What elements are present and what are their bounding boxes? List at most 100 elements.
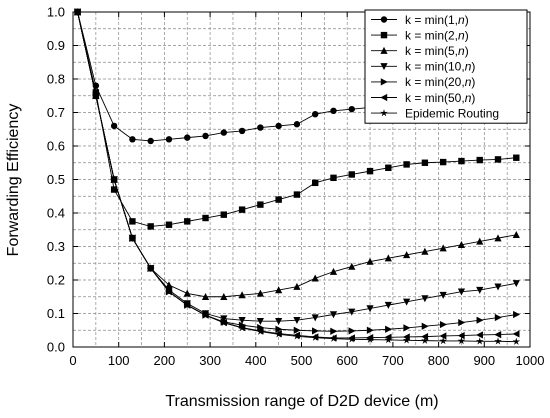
x-axis-title: Transmission range of D2D device (m) <box>165 393 438 410</box>
y-tick-label: 0.5 <box>47 172 65 187</box>
y-tick-label: 0.0 <box>47 340 65 355</box>
data-point <box>293 326 301 334</box>
data-point <box>439 244 447 252</box>
data-point <box>384 335 393 344</box>
data-point <box>348 105 355 113</box>
data-point <box>92 91 100 99</box>
data-point <box>147 137 154 145</box>
legend-marker <box>380 93 388 102</box>
data-point <box>275 196 282 203</box>
data-point <box>256 318 264 326</box>
data-point <box>183 289 191 297</box>
legend-label: k = min(10,n) <box>405 60 475 74</box>
legend-marker <box>380 46 388 54</box>
data-point <box>220 211 228 218</box>
data-point <box>293 191 301 198</box>
data-point <box>329 334 338 342</box>
legend-label: Epidemic Routing <box>405 106 499 120</box>
data-point <box>402 333 410 341</box>
data-point <box>457 288 466 296</box>
data-point <box>293 282 301 290</box>
data-point <box>439 320 447 329</box>
data-point <box>421 247 429 255</box>
data-point <box>329 267 338 275</box>
data-point <box>421 336 429 344</box>
data-point <box>513 310 521 319</box>
data-point <box>403 298 411 306</box>
data-point <box>275 122 282 130</box>
data-point <box>512 337 521 345</box>
y-tick-label: 0.6 <box>47 139 65 154</box>
data-point <box>439 158 447 166</box>
data-point <box>494 331 502 339</box>
y-tick-label: 0.4 <box>47 206 65 221</box>
data-point <box>275 318 283 326</box>
legend-label: k = min(2,n) <box>405 28 469 42</box>
data-point <box>475 331 483 339</box>
data-point <box>330 327 338 335</box>
data-point <box>348 171 355 178</box>
data-point <box>165 281 173 289</box>
data-point <box>348 308 356 316</box>
data-point <box>293 121 301 128</box>
data-point <box>110 175 118 183</box>
data-point <box>274 330 283 338</box>
data-point <box>312 327 320 335</box>
legend-marker <box>380 16 388 23</box>
data-point <box>165 136 173 143</box>
y-tick-label: 0.9 <box>47 38 65 53</box>
data-point <box>220 318 228 327</box>
x-tick-label: 200 <box>154 353 176 368</box>
data-point <box>439 291 447 299</box>
x-tick-label: 100 <box>108 353 130 368</box>
y-axis-title: Forwarding Efficiency <box>5 104 22 257</box>
data-point <box>311 333 320 341</box>
legend-marker <box>380 63 388 71</box>
data-point <box>348 327 356 335</box>
y-tick-label: 0.3 <box>47 239 65 254</box>
data-point <box>238 317 246 324</box>
data-point <box>403 161 410 168</box>
data-point <box>257 323 265 332</box>
data-point <box>421 333 429 341</box>
data-point <box>329 311 338 319</box>
y-tick-label: 0.8 <box>47 72 65 87</box>
data-point <box>128 234 137 242</box>
legend-marker <box>380 78 388 86</box>
x-tick-label: 1000 <box>516 353 545 368</box>
data-point <box>275 286 283 294</box>
data-point <box>421 322 429 330</box>
data-point <box>457 336 466 345</box>
data-point <box>402 336 411 344</box>
data-point <box>385 325 393 333</box>
legend-label: k = min(1,n) <box>405 13 469 27</box>
data-point <box>184 218 191 225</box>
x-tick-label: 400 <box>245 353 267 368</box>
data-point <box>348 262 356 270</box>
y-tick-label: 0.7 <box>47 105 65 120</box>
data-point <box>257 124 264 131</box>
data-point <box>202 132 209 140</box>
data-point <box>494 283 502 291</box>
data-point <box>293 317 301 324</box>
series-2 <box>74 8 520 230</box>
data-point <box>311 274 319 282</box>
x-tick-label: 900 <box>473 353 495 368</box>
data-point <box>184 134 191 141</box>
data-point <box>475 337 484 345</box>
x-tick-label: 300 <box>199 353 221 368</box>
data-point <box>293 332 301 340</box>
data-point <box>256 327 265 335</box>
data-point <box>220 315 228 323</box>
x-tick-label: 0 <box>69 353 76 368</box>
data-point <box>183 301 192 309</box>
data-point <box>238 127 246 135</box>
data-point <box>512 280 520 288</box>
data-point <box>439 332 447 340</box>
legend-item: k = min(5,n) <box>371 44 469 58</box>
data-point <box>220 292 228 300</box>
data-point <box>110 122 118 130</box>
data-point <box>494 234 502 242</box>
